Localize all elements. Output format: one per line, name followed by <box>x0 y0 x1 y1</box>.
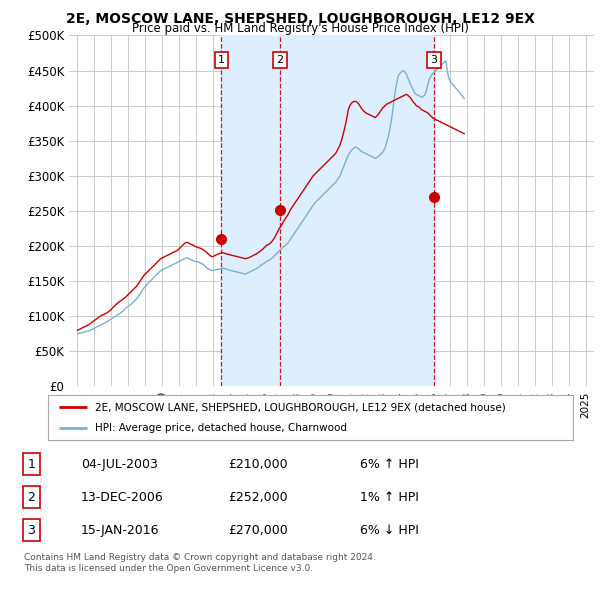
Text: 04-JUL-2003: 04-JUL-2003 <box>81 457 158 471</box>
Text: £270,000: £270,000 <box>228 523 288 537</box>
Text: 2E, MOSCOW LANE, SHEPSHED, LOUGHBOROUGH, LE12 9EX (detached house): 2E, MOSCOW LANE, SHEPSHED, LOUGHBOROUGH,… <box>95 402 506 412</box>
Text: Price paid vs. HM Land Registry's House Price Index (HPI): Price paid vs. HM Land Registry's House … <box>131 22 469 35</box>
Text: 6% ↑ HPI: 6% ↑ HPI <box>360 457 419 471</box>
Text: 2: 2 <box>27 490 35 504</box>
Text: 2E, MOSCOW LANE, SHEPSHED, LOUGHBOROUGH, LE12 9EX: 2E, MOSCOW LANE, SHEPSHED, LOUGHBOROUGH,… <box>65 12 535 26</box>
Text: £252,000: £252,000 <box>228 490 287 504</box>
Text: 6% ↓ HPI: 6% ↓ HPI <box>360 523 419 537</box>
Text: HPI: Average price, detached house, Charnwood: HPI: Average price, detached house, Char… <box>95 422 347 432</box>
Bar <box>280 35 434 386</box>
Text: 15-JAN-2016: 15-JAN-2016 <box>81 523 160 537</box>
Text: 1: 1 <box>27 457 35 471</box>
Text: Contains HM Land Registry data © Crown copyright and database right 2024.
This d: Contains HM Land Registry data © Crown c… <box>24 553 376 573</box>
Text: 13-DEC-2006: 13-DEC-2006 <box>81 490 164 504</box>
Text: 3: 3 <box>27 523 35 537</box>
Text: 3: 3 <box>430 55 437 65</box>
Text: £210,000: £210,000 <box>228 457 287 471</box>
Text: 1% ↑ HPI: 1% ↑ HPI <box>360 490 419 504</box>
Text: 2: 2 <box>276 55 283 65</box>
Bar <box>221 35 280 386</box>
Text: 1: 1 <box>218 55 225 65</box>
